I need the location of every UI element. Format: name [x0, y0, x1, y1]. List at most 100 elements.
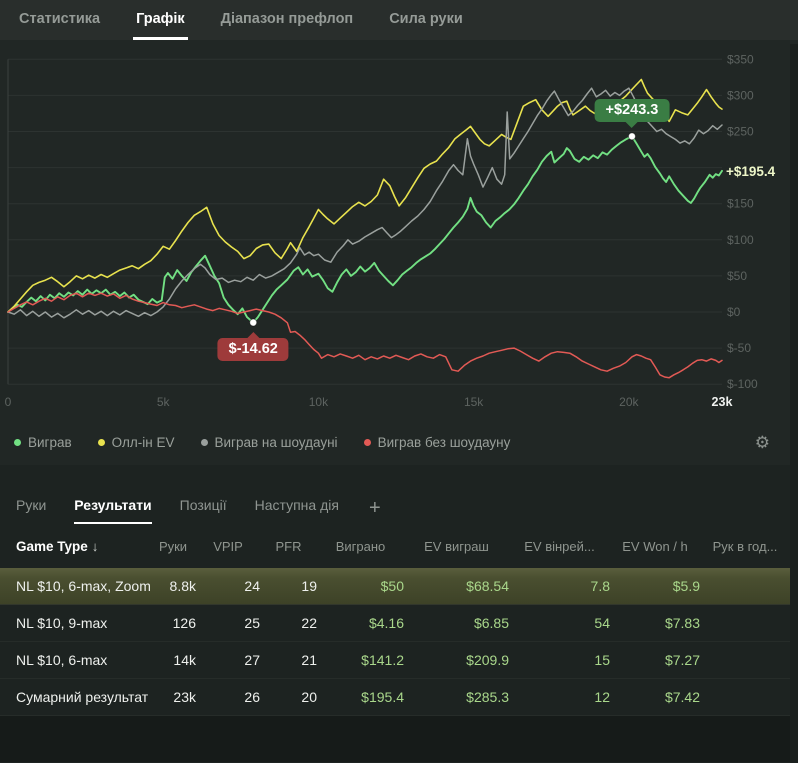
- value-cell: $4.16: [368, 615, 404, 631]
- value-cell: 8.8k: [169, 578, 196, 594]
- results-table: Game Type ↓ Руки VPIP PFR Виграно EV виграш EV …: [0, 524, 790, 716]
- y-axis-tick-label: $-100: [727, 377, 758, 391]
- current-value-label: +$195.4: [726, 164, 776, 179]
- x-axis-tick-label: 0: [5, 395, 12, 409]
- series-line-won-showdown: [7, 87, 723, 319]
- tab-next-action[interactable]: Наступна дія: [254, 497, 339, 513]
- legend-dot-won-showdown: [200, 439, 208, 446]
- value-cell: $7.42: [664, 689, 700, 705]
- y-axis-tick-label: $150: [727, 197, 754, 211]
- tab-preflop-range[interactable]: Діапазон префлоп: [220, 10, 354, 27]
- tab-hands[interactable]: Руки: [16, 497, 47, 513]
- bottom-filler: [0, 716, 798, 762]
- legend-item-won[interactable]: Виграв: [14, 435, 72, 450]
- value-cell: 14k: [173, 652, 196, 668]
- top-tab-bar: Статистика Графік Діапазон префлоп Сила …: [0, 0, 798, 40]
- value-cell: $7.27: [664, 652, 700, 668]
- table-header-row: Game Type ↓ Руки VPIP PFR Виграно EV виграш EV …: [0, 524, 790, 568]
- value-cell: $195.4: [361, 689, 404, 705]
- legend-dot-allin-ev: [97, 439, 105, 446]
- chart-legend-row: Виграв Олл-ін EV Виграв на шоудауні Виграв …: [0, 420, 798, 451]
- x-axis-tick-label: 23k: [712, 395, 733, 409]
- y-axis-tick-label: $-50: [727, 341, 751, 355]
- results-panel: Руки Результати Позиції Наступна дія + G…: [0, 465, 798, 762]
- value-cell: $5.9: [672, 578, 700, 594]
- y-axis-tick-label: $250: [727, 125, 754, 139]
- tab-graph[interactable]: Графік: [133, 0, 188, 40]
- legend-label: Виграв на шоудауні: [214, 435, 338, 450]
- chart-canvas: $350 $300 $250 $150 $100 $50 $0 $-50 $-100 +$195.…: [5, 52, 776, 409]
- x-axis-tick-label: 5k: [157, 395, 171, 409]
- value-cell: $209.9: [466, 652, 509, 668]
- value-cell: 22: [301, 615, 317, 631]
- game-type-cell: NL $10, 9-max: [16, 615, 108, 631]
- series-line-won-no-showdown: [7, 292, 723, 379]
- column-header[interactable]: EV вінрей...: [524, 538, 595, 554]
- value-cell: $68.54: [466, 578, 509, 594]
- column-header[interactable]: VPIP: [213, 538, 243, 554]
- y-axis-tick-label: $350: [727, 52, 754, 66]
- column-header[interactable]: PFR: [275, 538, 302, 554]
- scrollbar-track[interactable]: [790, 44, 798, 763]
- value-cell: 21: [301, 652, 317, 668]
- value-cell: 23k: [173, 689, 196, 705]
- value-cell: 19: [301, 578, 317, 594]
- table-row[interactable]: NL $10, 9-max 126 25 22 $4.16 $6.85 54 $7.83: [0, 605, 790, 642]
- game-type-cell: Сумарний результат: [16, 689, 149, 705]
- gear-icon[interactable]: ⚙: [754, 433, 770, 452]
- add-tab-icon[interactable]: +: [367, 498, 381, 524]
- x-axis-tick-label: 15k: [464, 395, 484, 409]
- game-type-cell: NL $10, 6-max: [16, 652, 108, 668]
- column-header[interactable]: Game Type ↓: [16, 538, 99, 554]
- max-value-tooltip: +$243.3: [594, 99, 670, 129]
- y-axis-tick-label: $50: [727, 269, 747, 283]
- legend-label: Виграв без шоудауну: [377, 435, 511, 450]
- value-cell: 7.8: [590, 578, 610, 594]
- x-axis-tick-label: 20k: [619, 395, 639, 409]
- tab-results[interactable]: Результати: [74, 497, 152, 524]
- value-cell: $141.2: [361, 652, 404, 668]
- series-line-allin-ev: [7, 78, 723, 313]
- x-axis-tick-label: 10k: [309, 395, 329, 409]
- value-cell: 24: [244, 578, 260, 594]
- column-header[interactable]: Рук в год...: [712, 538, 778, 554]
- y-axis-tick-label: $0: [727, 305, 741, 319]
- table-row[interactable]: Сумарний результат 23k 26 20 $195.4 $285.3 12 $…: [0, 679, 790, 716]
- tab-positions[interactable]: Позиції: [179, 497, 227, 513]
- value-cell: 15: [594, 652, 610, 668]
- column-header[interactable]: Руки: [158, 538, 188, 554]
- value-cell: 12: [594, 689, 610, 705]
- value-cell: 20: [301, 689, 317, 705]
- table-row[interactable]: NL $10, 6-max, Zoom 8.8k 24 19 $50 $68.54 7.8 $…: [0, 568, 790, 605]
- table-row[interactable]: NL $10, 6-max 14k 27 21 $141.2 $209.9 15 $7.27: [0, 642, 790, 679]
- min-marker-dot: [249, 318, 258, 327]
- series-line-won: [7, 135, 723, 324]
- value-cell: 26: [244, 689, 260, 705]
- value-cell: 54: [594, 615, 610, 631]
- legend-item-won-showdown[interactable]: Виграв на шоудауні: [200, 435, 338, 450]
- legend-label: Олл-ін EV: [111, 435, 175, 450]
- value-cell: $285.3: [466, 689, 509, 705]
- y-axis-tick-label: $100: [727, 233, 754, 247]
- tab-statistics[interactable]: Статистика: [19, 10, 101, 27]
- legend-label: Виграв: [28, 435, 72, 450]
- min-value-tooltip: $-14.62: [217, 331, 289, 361]
- max-marker-dot: [627, 132, 636, 141]
- legend-item-allin-ev[interactable]: Олл-ін EV: [97, 435, 175, 450]
- value-cell: 27: [244, 652, 260, 668]
- sort-desc-icon: ↓: [91, 538, 99, 554]
- winnings-chart: $350 $300 $250 $150 $100 $50 $0 $-50 $-100 +$195.…: [0, 40, 798, 465]
- column-header[interactable]: Виграно: [335, 538, 386, 554]
- value-cell: 25: [244, 615, 260, 631]
- tab-hand-strength[interactable]: Сила руки: [389, 10, 463, 27]
- legend-dot-won-no-showdown: [363, 439, 371, 446]
- value-cell: 126: [172, 615, 196, 631]
- legend-item-won-no-showdown[interactable]: Виграв без шоудауну: [363, 435, 511, 450]
- column-header[interactable]: EV виграш: [424, 538, 489, 554]
- value-cell: $50: [380, 578, 404, 594]
- y-axis-tick-label: $300: [727, 88, 754, 102]
- column-header[interactable]: EV Won / h: [622, 538, 688, 554]
- value-cell: $6.85: [473, 615, 509, 631]
- chart-legend: Виграв Олл-ін EV Виграв на шоудауні Виграв …: [14, 435, 510, 450]
